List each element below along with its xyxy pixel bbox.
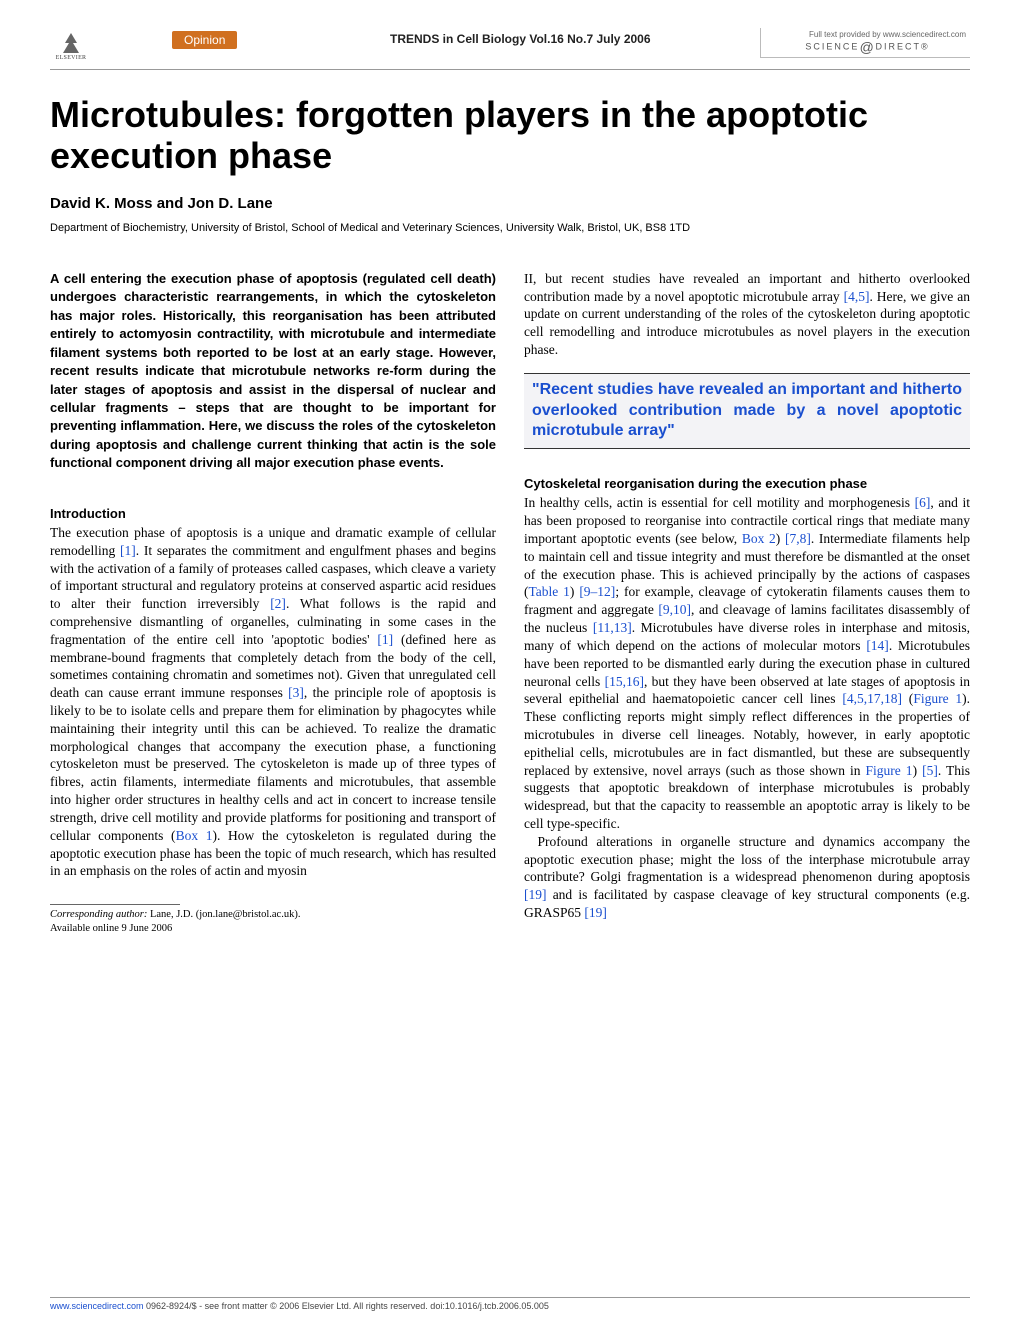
citation-link[interactable]: [9–12] [579,584,615,599]
box-link[interactable]: Box 2 [742,531,776,546]
body-text: ( [902,691,913,706]
citation-link[interactable]: [4,5,17,18] [842,691,902,706]
body-columns: A cell entering the execution phase of a… [50,270,970,936]
left-column: A cell entering the execution phase of a… [50,270,496,936]
pullquote-text: "Recent studies have revealed an importa… [532,380,962,442]
at-icon: @ [859,39,875,55]
article-title: Microtubules: forgotten players in the a… [50,94,970,177]
box-link[interactable]: Box 1 [176,828,213,843]
citation-link[interactable]: [6] [915,495,931,510]
page-root: ELSEVIER Opinion TRENDS in Cell Biology … [0,0,1020,1323]
citation-link[interactable]: [7,8] [785,531,811,546]
citation-link[interactable]: [1] [377,632,393,647]
figure-link[interactable]: Figure 1 [913,691,962,706]
right-column: II, but recent studies have revealed an … [524,270,970,936]
citation-link[interactable]: [4,5] [844,289,870,304]
available-online-footnote: Available online 9 June 2006 [50,922,496,936]
citation-link[interactable]: [15,16] [605,674,644,689]
body-text: In healthy cells, actin is essential for… [524,495,915,510]
sciencedirect-left: SCIENCE [805,41,859,51]
citation-link[interactable]: [19] [584,905,607,920]
sciencedirect-right: DIRECT® [876,41,930,51]
citation-link[interactable]: [3] [288,685,304,700]
intro-text: , the principle role of apoptosis is lik… [50,685,496,843]
citation-link[interactable]: [19] [524,887,547,902]
citation-link[interactable]: [14] [866,638,889,653]
article-type-badge: Opinion [172,31,237,49]
section-head-introduction: Introduction [50,505,496,522]
journal-issue-line: TRENDS in Cell Biology Vol.16 No.7 July … [390,32,651,46]
citation-link[interactable]: [11,13] [593,620,632,635]
body-text: Profound alterations in organelle struct… [524,834,970,885]
citation-link[interactable]: [2] [270,596,286,611]
abstract: A cell entering the execution phase of a… [50,270,496,473]
publisher-logo: ELSEVIER [50,28,92,64]
footer-bar: www.sciencedirect.com 0962-8924/$ - see … [50,1297,970,1311]
publisher-label: ELSEVIER [56,55,87,61]
section-head-cytoskeletal: Cytoskeletal reorganisation during the e… [524,475,970,492]
footer-copyright: 0962-8924/$ - see front matter © 2006 El… [144,1301,549,1311]
corresponding-author-footnote: Corresponding author: Lane, J.D. (jon.la… [50,908,496,922]
corr-author-label: Corresponding author: [50,909,147,920]
sec2-para2: Profound alterations in organelle struct… [524,833,970,922]
body-text: ) [913,763,923,778]
authors: David K. Moss and Jon D. Lane [50,195,970,212]
footnote-rule [50,904,180,905]
citation-link[interactable]: [1] [120,543,136,558]
citation-link[interactable]: [9,10] [658,602,691,617]
provider-fulltext-line: Full text provided by www.sciencedirect.… [769,30,966,39]
body-text: ) [776,531,785,546]
citation-link[interactable]: [5] [922,763,938,778]
sciencedirect-logo: SCIENCE@DIRECT® [769,39,966,55]
intro-paragraph: The execution phase of apoptosis is a un… [50,524,496,880]
lead-continuation: II, but recent studies have revealed an … [524,270,970,359]
figure-link[interactable]: Figure 1 [866,763,913,778]
elsevier-tree-icon [55,31,87,55]
pullquote-box: "Recent studies have revealed an importa… [524,373,970,449]
provider-box: Full text provided by www.sciencedirect.… [760,28,970,58]
top-bar: ELSEVIER Opinion TRENDS in Cell Biology … [50,28,970,70]
body-text: ) [570,584,579,599]
sec2-para1: In healthy cells, actin is essential for… [524,494,970,832]
affiliation: Department of Biochemistry, University o… [50,222,970,234]
footer-url[interactable]: www.sciencedirect.com [50,1301,144,1311]
table-link[interactable]: Table 1 [529,584,570,599]
corr-author-value: Lane, J.D. (jon.lane@bristol.ac.uk). [147,909,300,920]
